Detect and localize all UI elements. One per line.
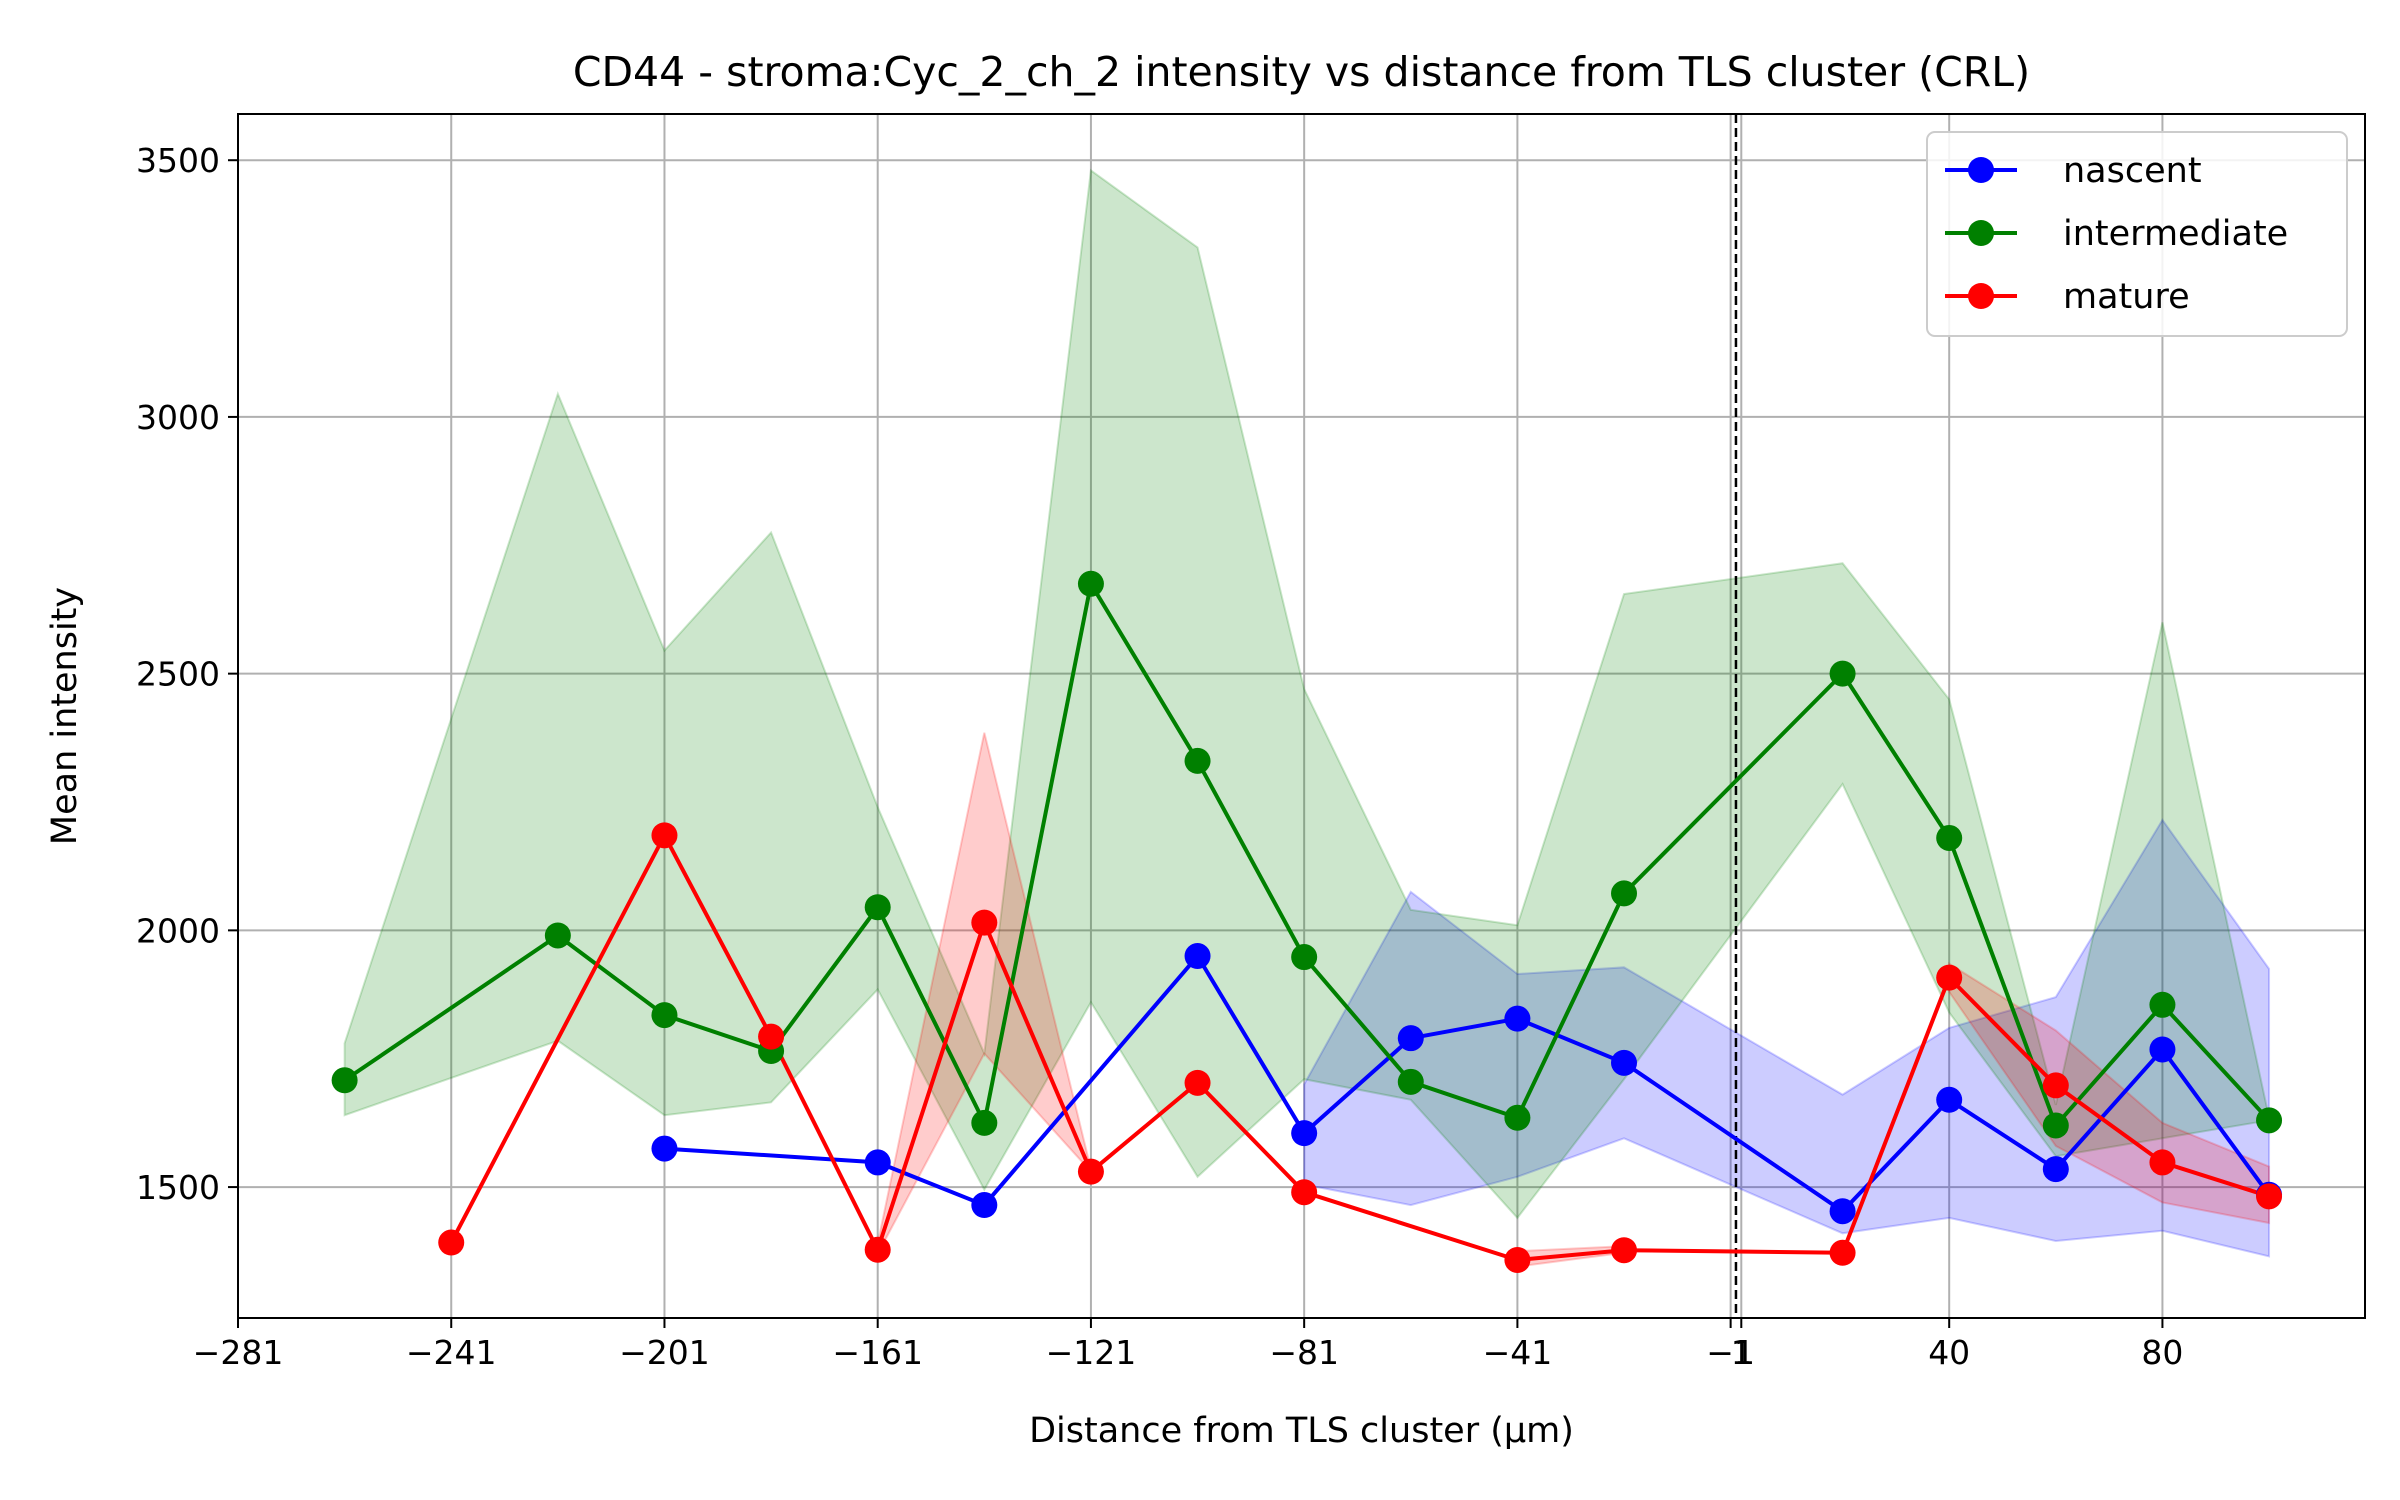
legend-label-nascent: nascent [2063, 151, 2202, 191]
marker-mature [1829, 1239, 1856, 1266]
marker-nascent [1291, 1120, 1318, 1147]
x-tick-label: −41 [1483, 1333, 1553, 1372]
marker-nascent [1184, 943, 1211, 970]
x-tick-label: −81 [1269, 1333, 1339, 1372]
plot-frame [237, 113, 2366, 1319]
marker-mature [1184, 1069, 1211, 1096]
x-tick-label: −161 [832, 1333, 923, 1372]
marker-intermediate [1936, 824, 1963, 851]
marker-nascent [651, 1135, 678, 1162]
y-tick-label: 3000 [136, 398, 220, 437]
x-tick-label: −121 [1046, 1333, 1137, 1372]
marker-mature [971, 909, 998, 936]
marker-nascent [1397, 1025, 1424, 1052]
marker-intermediate [2149, 991, 2176, 1018]
marker-mature [2042, 1072, 2069, 1099]
grid-lines [237, 114, 2365, 1318]
y-axis-ticks: 1500 2000 2500 3000 3500 [136, 141, 238, 1207]
x-tick-label: 40 [1928, 1333, 1970, 1372]
marker-nascent [2149, 1036, 2176, 1063]
y-tick-label: 2000 [136, 911, 220, 950]
marker-nascent [1504, 1005, 1531, 1032]
marker-mature [2256, 1183, 2283, 1210]
marker-intermediate [331, 1067, 358, 1094]
marker-mature [651, 822, 678, 849]
legend-label-mature: mature [2063, 277, 2190, 317]
x-tick-label: 1 [1731, 1333, 1752, 1372]
legend-marker-nascent [1968, 157, 1994, 183]
marker-intermediate [1611, 880, 1638, 907]
marker-mature [1077, 1158, 1104, 1185]
marker-mature [1936, 964, 1963, 991]
marker-intermediate [651, 1002, 678, 1029]
y-tick-label: 3500 [136, 141, 220, 180]
legend-label-intermediate: intermediate [2063, 214, 2288, 254]
x-tick-label: −241 [406, 1333, 497, 1372]
marker-nascent [2042, 1156, 2069, 1183]
marker-mature [1504, 1246, 1531, 1273]
chart-title: CD44 - stroma:Cyc_2_ch_2 intensity vs di… [573, 48, 2030, 96]
marker-intermediate [1184, 747, 1211, 774]
x-axis-ticks: −281 −241 −201 −161 −121 −81 −41 −11 40 80 [193, 1318, 2183, 1372]
marker-intermediate [864, 894, 891, 921]
marker-mature [2149, 1149, 2176, 1176]
x-tick-label: 80 [2141, 1333, 2183, 1372]
legend-marker-mature [1968, 283, 1994, 309]
marker-intermediate [1077, 570, 1104, 597]
series-markers [331, 570, 2283, 1273]
marker-nascent [1829, 1198, 1856, 1225]
marker-nascent [1611, 1049, 1638, 1076]
marker-nascent [1936, 1086, 1963, 1113]
band-nascent [1303, 818, 2271, 1258]
y-axis-label: Mean intensity [45, 587, 85, 845]
x-axis-label: Distance from TLS cluster (μm) [1029, 1411, 1574, 1451]
marker-nascent [971, 1192, 998, 1219]
marker-mature [758, 1023, 785, 1050]
y-tick-label: 2500 [136, 655, 220, 694]
marker-mature [438, 1229, 465, 1256]
marker-mature [1291, 1179, 1318, 1206]
legend-marker-intermediate [1968, 220, 1994, 246]
marker-intermediate [2042, 1112, 2069, 1139]
marker-intermediate [971, 1109, 998, 1136]
marker-intermediate [1829, 660, 1856, 687]
legend: nascent intermediate mature [1926, 131, 2348, 337]
x-tick-label: −281 [193, 1333, 284, 1372]
x-tick-label: −1 [1706, 1333, 1755, 1372]
legend-box [1926, 131, 2348, 337]
marker-mature [1611, 1237, 1638, 1264]
marker-intermediate [1397, 1068, 1424, 1095]
marker-intermediate [1504, 1104, 1531, 1131]
band-mature [1948, 961, 2271, 1225]
x-tick-label: −201 [619, 1333, 710, 1372]
marker-intermediate [544, 922, 571, 949]
y-tick-label: 1500 [136, 1168, 220, 1207]
marker-intermediate [1291, 944, 1318, 971]
marker-mature [864, 1236, 891, 1263]
marker-nascent [864, 1149, 891, 1176]
marker-intermediate [2256, 1107, 2283, 1134]
